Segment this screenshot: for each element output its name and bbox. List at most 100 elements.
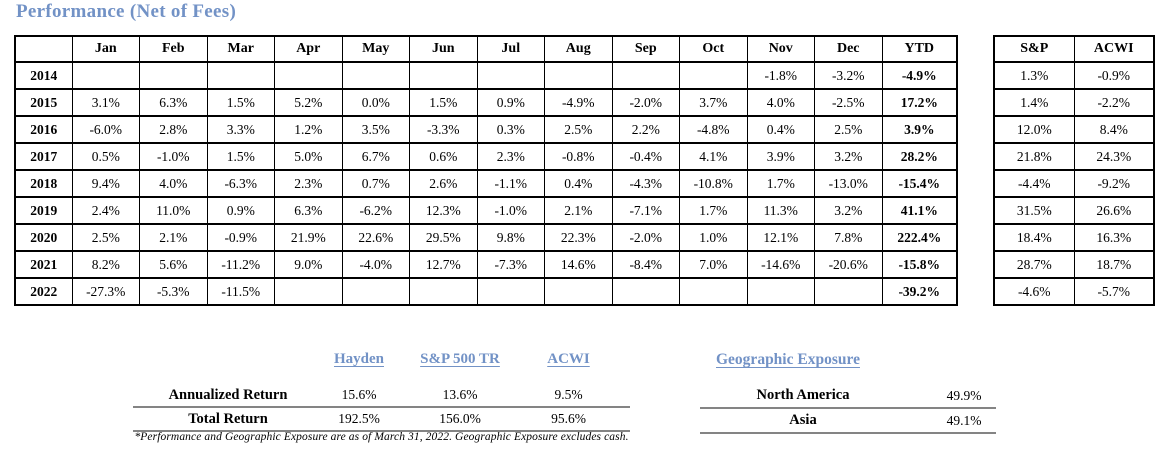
performance-row: 2016 -6.0% 2.8% 3.3% 1.2% 3.5% -3.3% 0.3% 2.5% 2.… [14, 115, 958, 144]
performance-table: Jan Feb Mar Apr May Jun Jul Aug Sep Oct Nov Dec YTD … [14, 35, 958, 306]
month-return-cell [544, 61, 613, 90]
summary-row-label: Total Return [188, 410, 268, 427]
month-return-cell [544, 277, 613, 306]
month-column-header: Jan [71, 35, 140, 63]
benchmark-return-cell: -0.9% [1073, 61, 1155, 90]
ytd-return-cell: 3.9% [881, 115, 958, 144]
geographic-exposure-row: Asia 49.1% [700, 409, 996, 434]
month-return-cell: 12.7% [409, 250, 478, 279]
month-return-cell: 2.6% [409, 169, 478, 198]
benchmark-return-cell: 18.4% [993, 223, 1075, 252]
month-return-cell: 0.7% [341, 169, 410, 198]
benchmark-row: 21.8% 24.3% [993, 142, 1155, 171]
month-return-cell: 1.7% [746, 169, 815, 198]
month-return-cell: 0.4% [746, 115, 815, 144]
month-return-cell: 0.9% [206, 196, 275, 225]
month-column-header: Oct [679, 35, 748, 63]
month-return-cell: -11.5% [206, 277, 275, 306]
month-return-cell: -1.1% [476, 169, 545, 198]
month-column-header: Sep [611, 35, 680, 63]
summary-value-cell: 95.6% [551, 411, 586, 426]
summary-column-header[interactable]: Hayden [333, 351, 384, 367]
summary-column-header[interactable]: S&P 500 TR [420, 351, 500, 367]
benchmark-row: 18.4% 16.3% [993, 223, 1155, 252]
benchmark-row: 31.5% 26.6% [993, 196, 1155, 225]
month-return-cell: -7.3% [476, 250, 545, 279]
month-return-cell: 3.2% [814, 142, 883, 171]
ytd-return-cell: -4.9% [881, 61, 958, 90]
month-return-cell: -2.0% [611, 223, 680, 252]
region-value: 49.9% [946, 387, 982, 403]
month-return-cell: 2.3% [274, 169, 343, 198]
month-return-cell: -3.3% [409, 115, 478, 144]
geographic-exposure-title[interactable]: Geographic Exposure [716, 351, 860, 368]
month-return-cell: 3.9% [746, 142, 815, 171]
month-column-header: May [341, 35, 410, 63]
ytd-return-cell: -15.4% [881, 169, 958, 198]
benchmark-row: -4.6% -5.7% [993, 277, 1155, 306]
month-return-cell [746, 277, 815, 306]
benchmark-return-cell: 28.7% [993, 250, 1075, 279]
month-return-cell [611, 277, 680, 306]
ytd-column-header: YTD [881, 35, 958, 63]
month-return-cell: 6.3% [139, 88, 208, 117]
month-return-cell: -1.0% [476, 196, 545, 225]
month-return-cell: 1.2% [274, 115, 343, 144]
benchmark-column-header: ACWI [1073, 35, 1155, 63]
month-return-cell: 2.3% [476, 142, 545, 171]
month-return-cell: -6.2% [341, 196, 410, 225]
month-return-cell [341, 277, 410, 306]
month-return-cell: 3.2% [814, 196, 883, 225]
month-return-cell [814, 277, 883, 306]
month-return-cell: 12.1% [746, 223, 815, 252]
ytd-return-cell: -39.2% [881, 277, 958, 306]
month-return-cell: 5.2% [274, 88, 343, 117]
benchmark-return-cell: 12.0% [993, 115, 1075, 144]
region-label: Asia [789, 412, 817, 428]
month-return-cell: 22.6% [341, 223, 410, 252]
benchmark-return-cell: -4.6% [993, 277, 1075, 306]
month-return-cell: 7.8% [814, 223, 883, 252]
corner-cell [14, 35, 73, 63]
month-return-cell: -2.0% [611, 88, 680, 117]
performance-header-row: Jan Feb Mar Apr May Jun Jul Aug Sep Oct Nov Dec YTD [14, 35, 958, 63]
benchmark-return-cell: 26.6% [1073, 196, 1155, 225]
month-return-cell: 2.5% [71, 223, 140, 252]
summary-value-cell: 15.6% [341, 387, 377, 402]
month-return-cell: -10.8% [679, 169, 748, 198]
month-return-cell: 9.0% [274, 250, 343, 279]
month-return-cell [139, 61, 208, 90]
benchmark-return-cell: 24.3% [1073, 142, 1155, 171]
benchmark-return-cell: -2.2% [1073, 88, 1155, 117]
month-return-cell: 4.1% [679, 142, 748, 171]
benchmark-row: 12.0% 8.4% [993, 115, 1155, 144]
ytd-return-cell: 28.2% [881, 142, 958, 171]
month-return-cell: 0.5% [71, 142, 140, 171]
month-return-cell [206, 61, 275, 90]
performance-row: 2015 3.1% 6.3% 1.5% 5.2% 0.0% 1.5% 0.9% -4.9% -2.… [14, 88, 958, 117]
summary-row-label: Annualized Return [168, 386, 288, 403]
month-return-cell: -0.8% [544, 142, 613, 171]
benchmark-table-body: 1.3% -0.9% 1.4% -2.2% 12.0% 8.4% 21.8% 24.3% -4.… [993, 61, 1155, 306]
month-return-cell: 21.9% [274, 223, 343, 252]
performance-row: 2017 0.5% -1.0% 1.5% 5.0% 6.7% 0.6% 2.3% -0.8% -0… [14, 142, 958, 171]
month-return-cell: 1.5% [206, 88, 275, 117]
month-return-cell: 11.0% [139, 196, 208, 225]
month-return-cell: -14.6% [746, 250, 815, 279]
month-return-cell: 2.2% [611, 115, 680, 144]
month-return-cell: 2.1% [139, 223, 208, 252]
summary-body: Annualized Return 15.6% 13.6% 9.5% Total Ret… [133, 384, 630, 432]
month-return-cell: 1.7% [679, 196, 748, 225]
month-return-cell: 5.6% [139, 250, 208, 279]
summary-value-cell: 156.0% [439, 411, 481, 426]
month-column-header: Jun [409, 35, 478, 63]
benchmark-return-cell: -5.7% [1073, 277, 1155, 306]
summary-column-header[interactable]: ACWI [547, 351, 590, 367]
month-return-cell: 4.0% [139, 169, 208, 198]
benchmark-row: 1.3% -0.9% [993, 61, 1155, 90]
summary-table: Hayden S&P 500 TR ACWI Annualized Return 15… [133, 351, 630, 432]
month-return-cell: 0.9% [476, 88, 545, 117]
month-return-cell: -4.8% [679, 115, 748, 144]
month-return-cell: 5.0% [274, 142, 343, 171]
month-return-cell: -6.3% [206, 169, 275, 198]
